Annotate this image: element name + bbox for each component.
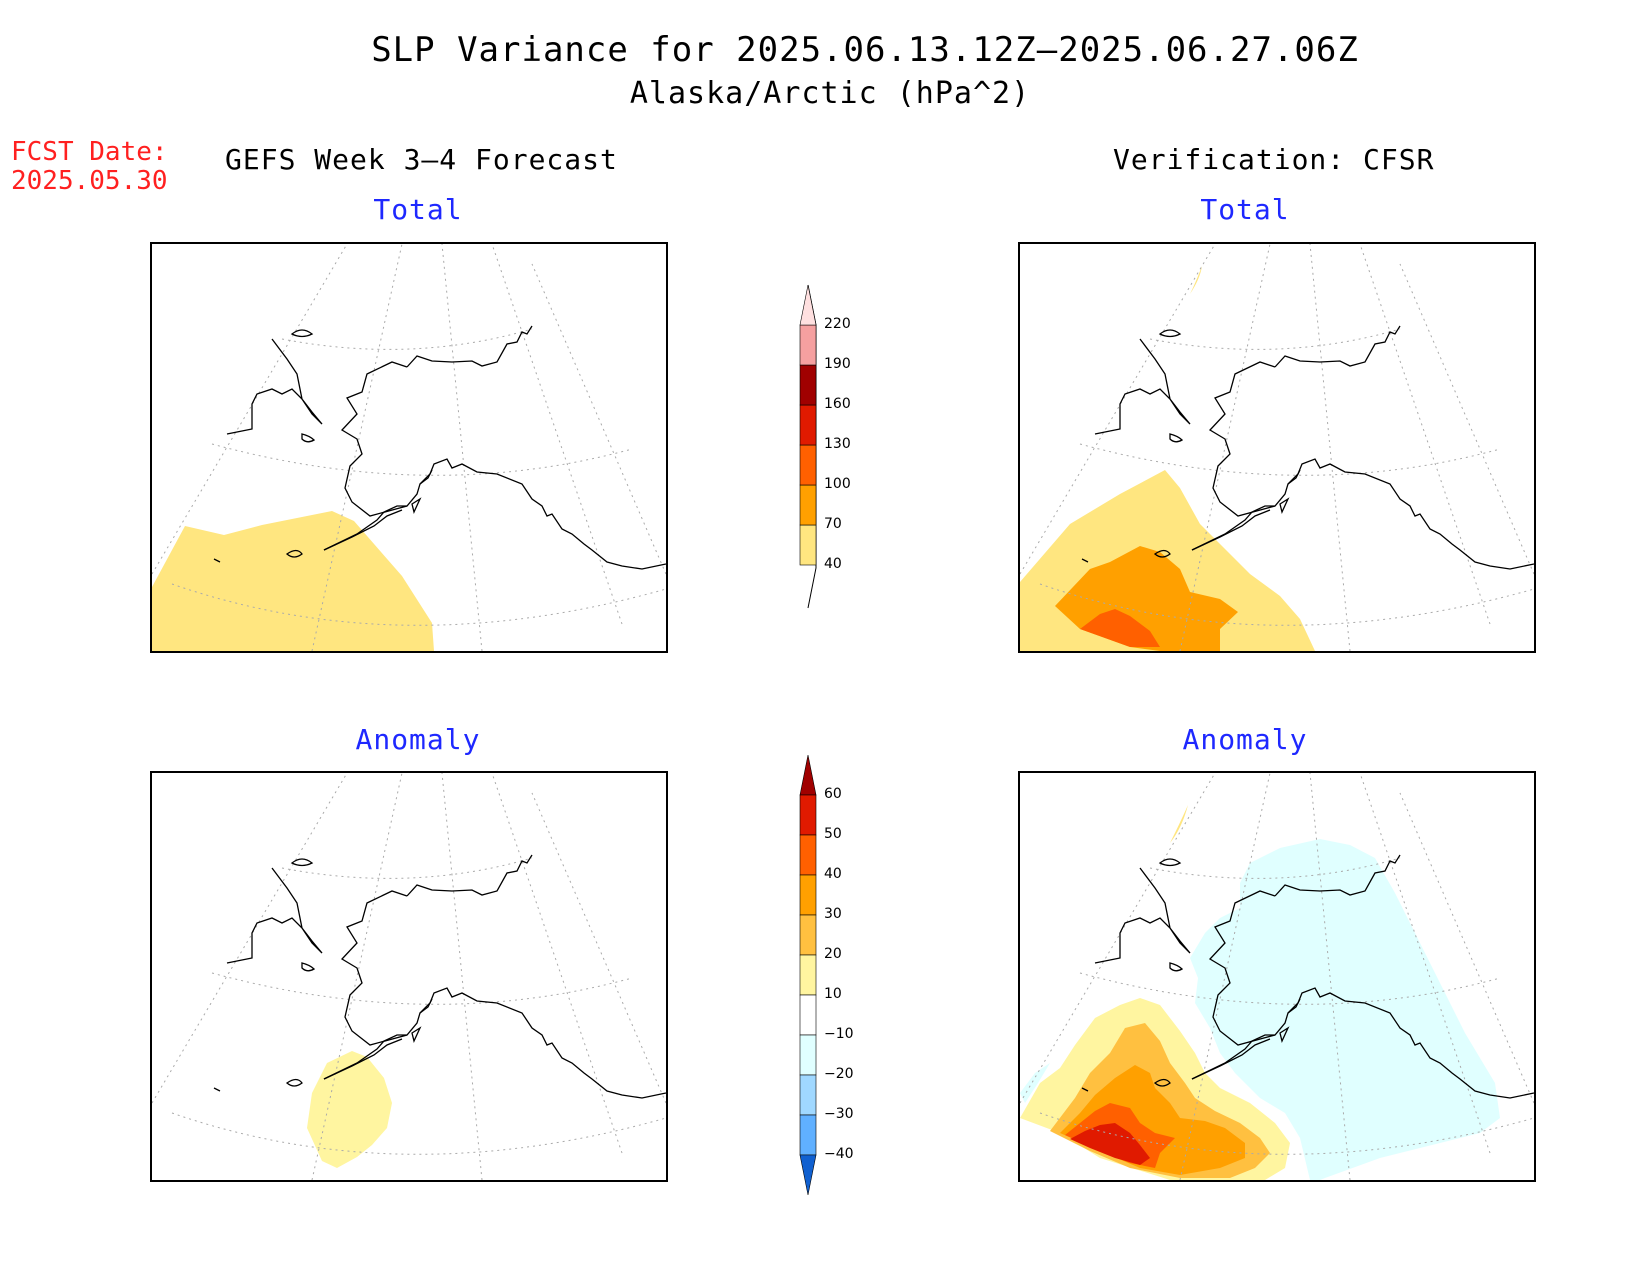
figure-subtitle: Alaska/Arctic (hPa^2) [629, 76, 1031, 111]
map-verification-anomaly [1020, 773, 1534, 1180]
colorbar-anomaly-swatch-m30-m40 [799, 1114, 817, 1156]
forecast-date-value: 2025.05.30 [11, 166, 168, 196]
shading-layer [1020, 266, 1315, 651]
colorbar-total: 220 190 160 130 100 70 40 [799, 284, 880, 615]
map-forecast-total [152, 244, 666, 651]
colorbar-total-tick-100: 100 [824, 476, 851, 492]
colorbar-total-swatch-160 [799, 364, 817, 406]
coastline [1081, 854, 1534, 1099]
top-right-subtitle: Total [1200, 193, 1290, 226]
colorbar-anomaly-swatch-10-20 [799, 954, 817, 996]
colorbar-anomaly-swatch-m10-m20 [799, 1034, 817, 1076]
colorbar-total-tick-40: 40 [824, 556, 842, 572]
coastline [213, 325, 666, 570]
map-forecast-anomaly [152, 773, 666, 1180]
colorbar-total-tick-190: 190 [824, 356, 851, 372]
graticule [1020, 773, 1534, 1180]
colorbar-anomaly-tick-m40: −40 [824, 1146, 854, 1162]
colorbar-total-swatches [799, 284, 817, 609]
bottom-left-subtitle: Anomaly [355, 723, 481, 756]
shading-layer [152, 511, 434, 651]
coastline [213, 854, 666, 1099]
colorbar-total-tick-70: 70 [824, 516, 842, 532]
colorbar-total-tick-130: 130 [824, 436, 851, 452]
shading-layer [307, 1051, 392, 1168]
colorbar-anomaly-swatch-50-60 [799, 794, 817, 836]
colorbar-anomaly-tick-m10: −10 [824, 1026, 854, 1042]
colorbar-anomaly-swatch-m20-m30 [799, 1074, 817, 1116]
top-left-subtitle: Total [373, 193, 463, 226]
colorbar-total-swatch-100 [799, 444, 817, 486]
bottom-right-subtitle: Anomaly [1182, 723, 1308, 756]
forecast-date-label: FCST Date: [11, 137, 168, 167]
colorbar-anomaly-tick-50: 50 [824, 826, 842, 842]
colorbar-anomaly-tick-40: 40 [824, 866, 842, 882]
graticule [152, 773, 666, 1180]
map-panel-verification-anomaly [1018, 771, 1536, 1182]
colorbar-anomaly-tick-20: 20 [824, 946, 842, 962]
colorbar-anomaly: 60 50 40 30 20 10 −10 −20 −30 −40 [799, 754, 880, 1205]
colorbar-anomaly-swatch-20-30 [799, 914, 817, 956]
colorbar-total-swatch-130 [799, 404, 817, 446]
right-column-heading: Verification: CFSR [1113, 143, 1435, 176]
map-panel-forecast-anomaly [150, 771, 668, 1182]
colorbar-total-tick-220: 220 [824, 316, 851, 332]
graticule [152, 244, 666, 651]
map-verification-total [1020, 244, 1534, 651]
colorbar-anomaly-tick-m20: −20 [824, 1066, 854, 1082]
colorbar-anomaly-tick-m30: −30 [824, 1106, 854, 1122]
map-panel-verification-total [1018, 242, 1536, 653]
colorbar-anomaly-swatch-30-40 [799, 874, 817, 916]
colorbar-anomaly-tick-10: 10 [824, 986, 842, 1002]
colorbar-anomaly-swatch-above-60 [799, 754, 817, 796]
colorbar-total-swatch-70 [799, 484, 817, 526]
colorbar-anomaly-swatches [799, 754, 817, 1196]
colorbar-anomaly-swatch-neutral [799, 994, 817, 1036]
forecast-date-block: FCST Date: 2025.05.30 [11, 138, 168, 196]
colorbar-total-tick-160: 160 [824, 396, 851, 412]
colorbar-anomaly-tick-30: 30 [824, 906, 842, 922]
figure-title: SLP Variance for 2025.06.13.12Z–2025.06.… [371, 30, 1359, 70]
colorbar-anomaly-swatch-40-50 [799, 834, 817, 876]
colorbar-anomaly-tick-60: 60 [824, 786, 842, 802]
shading-layer [1020, 805, 1500, 1180]
coastline [1081, 325, 1534, 570]
map-panel-forecast-total [150, 242, 668, 653]
graticule [1020, 244, 1534, 651]
colorbar-anomaly-swatch-below-m40 [799, 1154, 817, 1196]
left-column-heading: GEFS Week 3–4 Forecast [225, 143, 618, 176]
colorbar-total-swatch-40 [799, 524, 817, 566]
colorbar-total-swatch-220 [799, 284, 817, 326]
colorbar-total-swatch-190 [799, 324, 817, 366]
